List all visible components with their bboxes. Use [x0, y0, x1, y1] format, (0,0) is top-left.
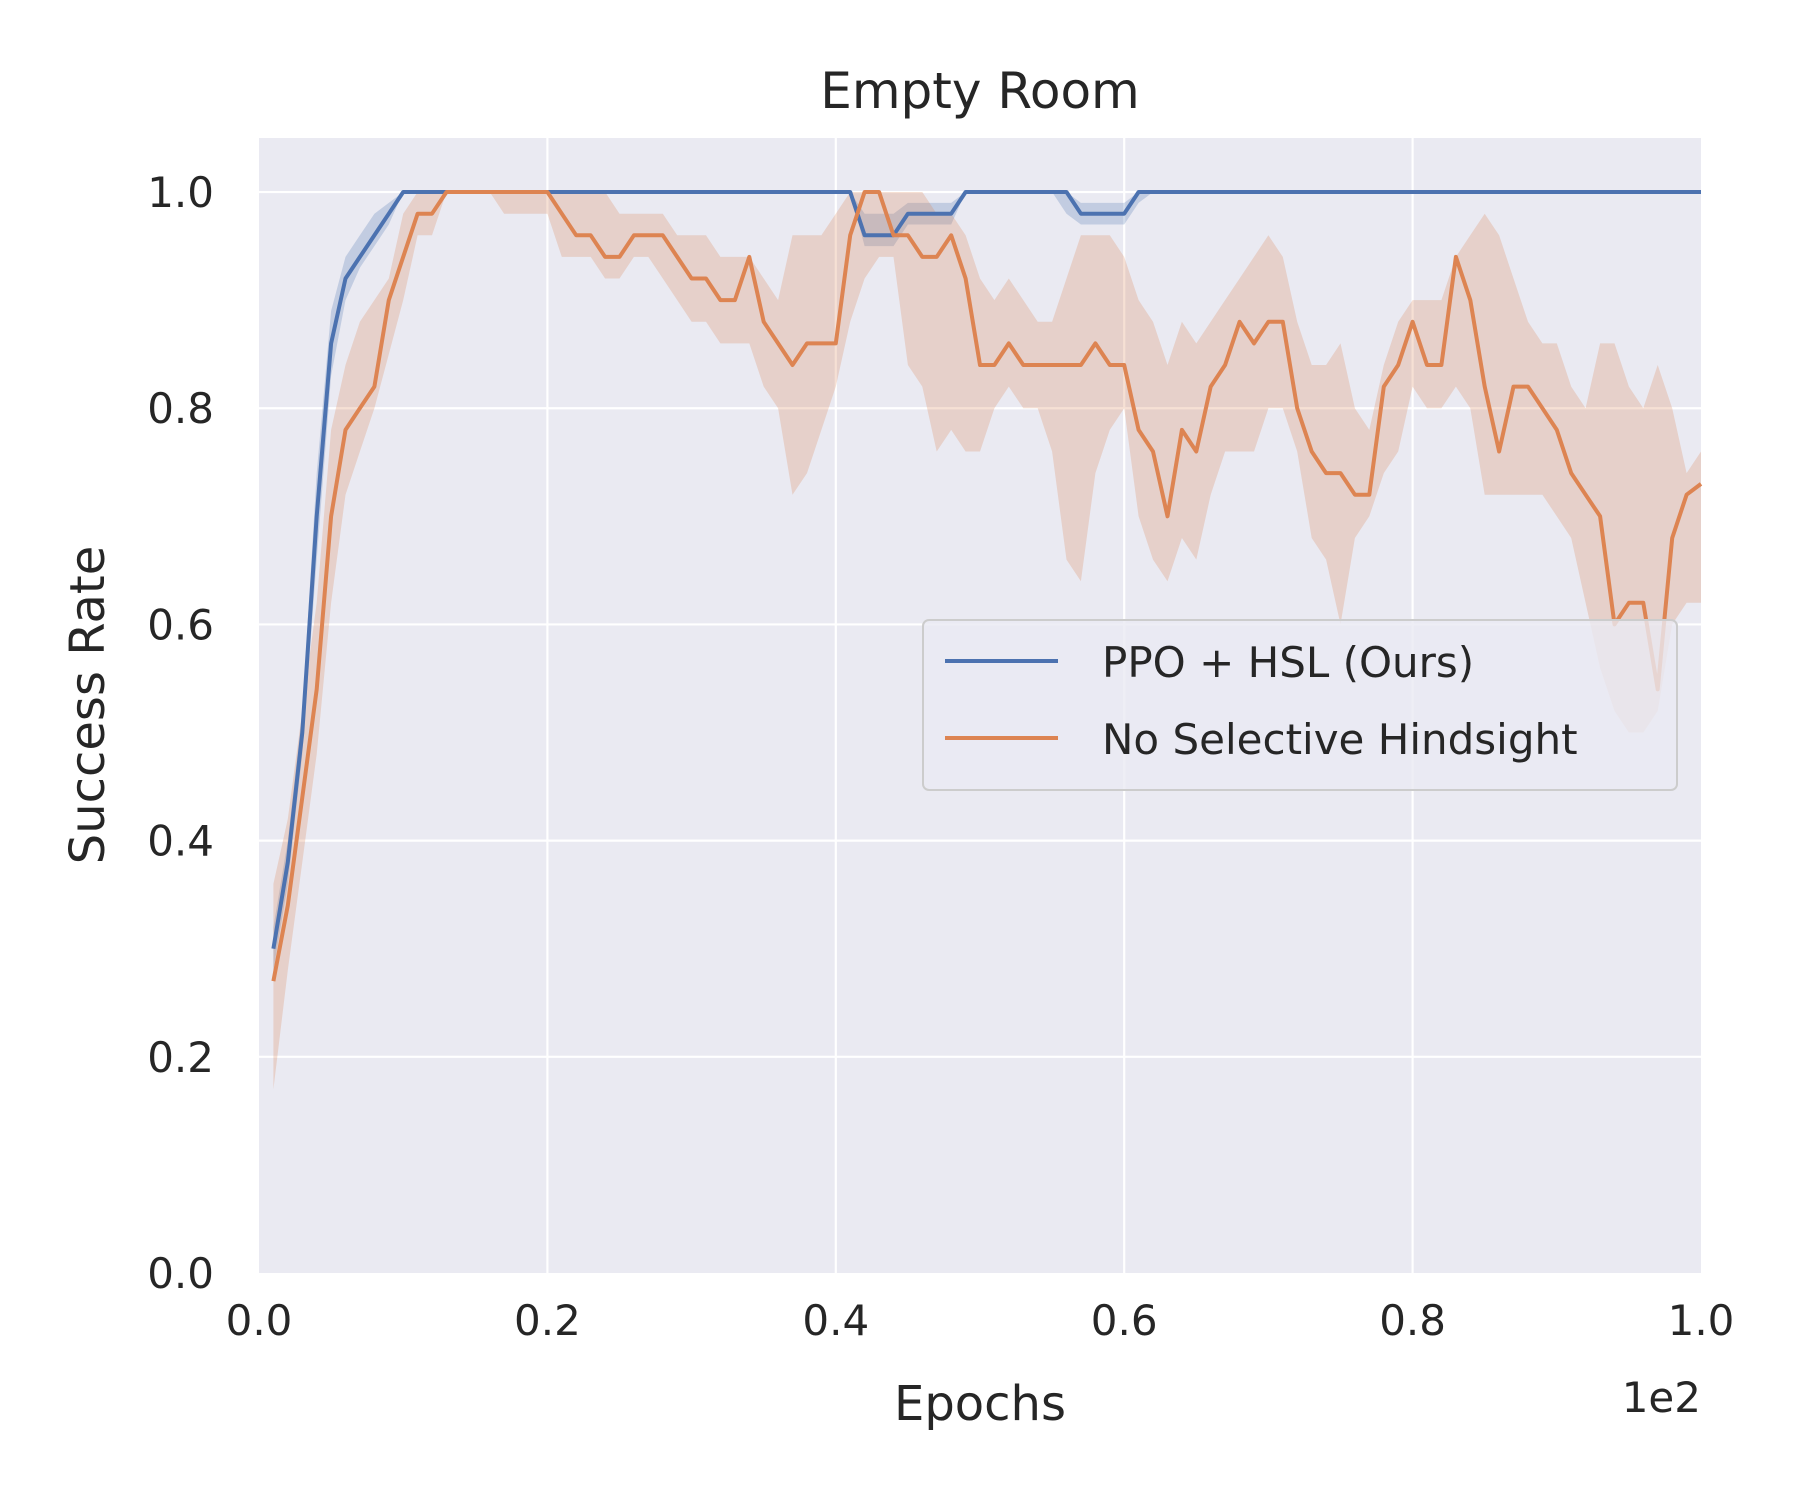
confidence-bands — [273, 192, 1701, 1090]
x-axis-title: Epochs — [894, 1376, 1066, 1432]
x-tick-label: 0.6 — [1091, 1296, 1158, 1345]
legend-label-ppo-hsl: PPO + HSL (Ours) — [1102, 638, 1474, 687]
x-tick-label: 0.4 — [802, 1296, 869, 1345]
x-tick-label: 1.0 — [1668, 1296, 1735, 1345]
x-tick-label: 0.2 — [514, 1296, 581, 1345]
band-no-selective-hindsight — [273, 192, 1701, 1090]
x-offset-label: 1e2 — [1622, 1373, 1701, 1422]
y-tick-label: 0.2 — [147, 1033, 214, 1082]
y-tick-label: 0.6 — [147, 600, 214, 649]
legend: PPO + HSL (Ours) No Selective Hindsight — [922, 619, 1678, 791]
legend-box — [922, 619, 1678, 791]
x-tick-label: 0.8 — [1379, 1296, 1446, 1345]
chart-title: Empty Room — [820, 62, 1140, 120]
y-tick-label: 0.4 — [147, 817, 214, 866]
x-tick-labels: 0.0 0.2 0.4 0.6 0.8 1.0 — [226, 1296, 1735, 1345]
y-axis-title: Success Rate — [60, 546, 116, 865]
y-tick-labels: 0.0 0.2 0.4 0.6 0.8 1.0 — [147, 168, 214, 1298]
series-lines — [271, 190, 1703, 982]
line-no-selective-hindsight — [271, 190, 1703, 982]
y-tick-label: 0.8 — [147, 384, 214, 433]
legend-label-no-selective-hindsight: No Selective Hindsight — [1102, 715, 1578, 764]
y-tick-label: 1.0 — [147, 168, 214, 217]
x-tick-label: 0.0 — [226, 1296, 293, 1345]
y-tick-label: 0.0 — [147, 1249, 214, 1298]
